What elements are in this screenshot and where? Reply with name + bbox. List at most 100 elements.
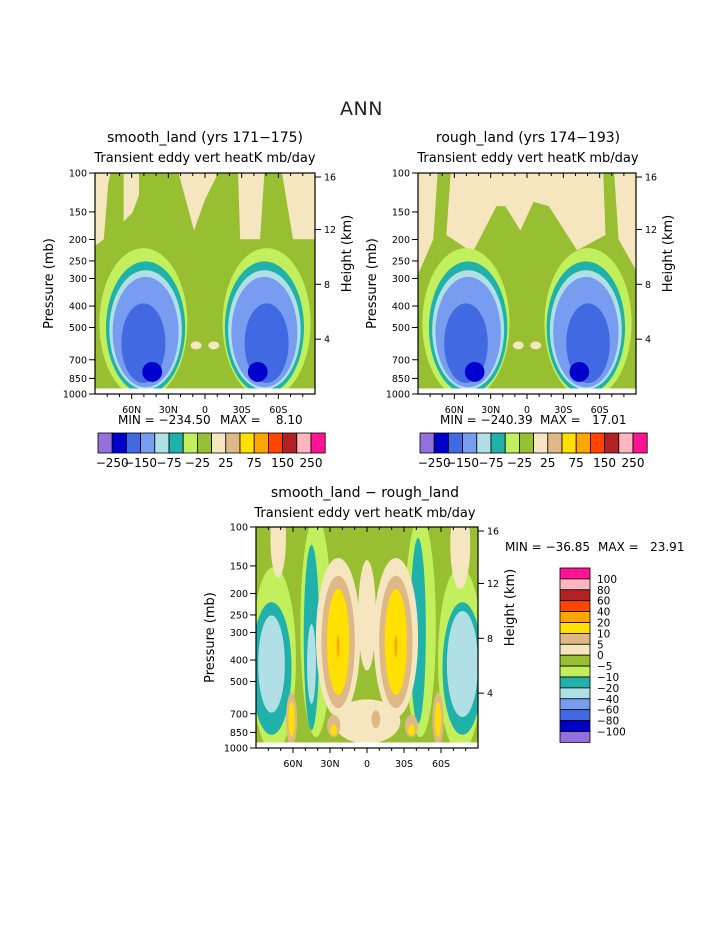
colorbar-label: 0 <box>597 650 604 662</box>
colorbar-label: 100 <box>597 574 617 586</box>
y-axis-label: Pressure (mb) <box>203 592 218 683</box>
colorbar-swatch <box>559 665 591 678</box>
panel-2-title: rough_land (yrs 174−193) <box>435 130 621 146</box>
contour-fill <box>418 173 636 394</box>
yellow-spot <box>330 724 338 736</box>
x-tick-label: 30N <box>159 405 178 416</box>
y-right-tick-label: 12 <box>487 579 499 590</box>
panel-3-contours: 100 150 200 250 300 400 500 700 850 1000 16 12 8 4 60N… <box>203 523 518 771</box>
colorbar-swatch <box>433 432 449 454</box>
x-tick-label: 0 <box>364 759 370 770</box>
y-tick-label: 200 <box>69 235 87 246</box>
x-tick-label: 60N <box>445 405 464 416</box>
missing-data <box>95 388 315 394</box>
y-tick-label: 700 <box>392 355 410 366</box>
x-tick-label: 60S <box>432 759 450 770</box>
figure-title: ANN <box>340 98 383 120</box>
y-axis-label: Pressure (mb) <box>42 238 57 329</box>
panel-1-title: smooth_land (yrs 171−175) <box>107 130 303 146</box>
lightblue-region <box>258 615 285 713</box>
x-tick-label: 0 <box>524 405 530 416</box>
colorbar-swatch <box>140 432 156 454</box>
colorbar-swatch <box>559 654 591 667</box>
panel-3-min: MIN = −36.85 <box>505 540 590 554</box>
x-tick-label: 30N <box>481 405 500 416</box>
colorbar-label: −25 <box>507 456 532 470</box>
y-tick-label: 250 <box>392 256 410 267</box>
colorbar-swatch <box>559 600 591 613</box>
y-tick-label: 150 <box>392 207 410 218</box>
colorbar-label: 150 <box>271 456 294 470</box>
tan-column <box>450 527 471 589</box>
colorbar-label: −60 <box>597 705 619 717</box>
colorbar-label: −10 <box>597 672 619 684</box>
colorbar-swatch <box>447 432 463 454</box>
colorbar-swatch <box>559 720 591 732</box>
plot-frame <box>417 172 637 395</box>
colorbar-label: −250 <box>418 456 451 470</box>
y-tick-label: 500 <box>230 677 248 688</box>
y-tick-label: 250 <box>230 610 248 621</box>
y-right-axis-label: Height (km) <box>503 569 518 646</box>
y-tick-label: 850 <box>69 374 87 385</box>
x-tick-label: 30S <box>395 759 413 770</box>
panel-1-subtitle: Transient eddy vert heatK mb/day <box>94 151 316 166</box>
y-right-tick-label: 8 <box>487 634 493 645</box>
x-tick-label: 60S <box>269 405 287 416</box>
colorbar-label: 250 <box>622 456 645 470</box>
lightblue-region <box>446 610 478 718</box>
y-tick-label: 150 <box>69 207 87 218</box>
missing-data <box>418 388 636 394</box>
colorbar-label: −5 <box>597 661 612 673</box>
colorbar-swatch <box>282 432 298 454</box>
colorbar-label: 5 <box>597 639 604 651</box>
contour-fill <box>95 173 315 394</box>
colorbar-label: −100 <box>597 727 626 739</box>
navy-core <box>142 361 163 382</box>
colorbar-swatch <box>561 432 577 454</box>
colorbar-swatch <box>604 432 620 454</box>
y-right-tick-label: 8 <box>645 280 651 291</box>
orange-core <box>394 635 398 658</box>
x-tick-label: 30S <box>554 405 572 416</box>
colorbar-swatch <box>559 731 591 743</box>
y-tick-label: 200 <box>392 235 410 246</box>
y-right-axis-label: Height (km) <box>340 215 355 292</box>
y-right-tick-label: 4 <box>324 335 330 346</box>
colorbar-label: −80 <box>597 716 619 728</box>
colorbar-swatch <box>267 432 283 454</box>
tan-lower <box>333 699 401 744</box>
y-tick-label: 700 <box>69 355 87 366</box>
navy-core <box>464 361 485 382</box>
yellow-max <box>434 701 442 737</box>
panel-3-subtitle: Transient eddy vert heatK mb/day <box>254 506 476 521</box>
colorbar-label: −150 <box>446 456 479 470</box>
colorbar-swatch <box>559 611 591 623</box>
panel-2-contours: 100 150 200 250 300 400 500 700 850 1000 16 12 8 4 60N… <box>365 169 676 417</box>
panel-2-max: MAX = 17.01 <box>540 413 627 427</box>
colorbar-swatch <box>296 432 312 454</box>
colorbar-swatch <box>547 432 563 454</box>
colorbar-swatch <box>519 432 535 454</box>
y-tick-label: 500 <box>69 323 87 334</box>
colorbar-label: 60 <box>597 596 610 608</box>
colorbar-label: 20 <box>597 618 610 630</box>
colorbar-swatch <box>154 432 170 454</box>
y-axis-label: Pressure (mb) <box>365 238 380 329</box>
colorbar-label: 25 <box>540 456 555 470</box>
y-right-tick-label: 16 <box>487 527 499 538</box>
colorbar-label: −75 <box>478 456 503 470</box>
colorbar-swatch <box>111 432 127 454</box>
colorbar-swatch <box>462 432 478 454</box>
tan-spot <box>530 341 542 350</box>
colorbar-swatch <box>533 432 549 454</box>
y-right-tick-label: 8 <box>324 280 330 291</box>
colorbar-label: −250 <box>96 456 129 470</box>
x-tick-label: 60N <box>283 759 302 770</box>
colorbar-label: −150 <box>124 456 157 470</box>
panel-1-min: MIN = −234.50 <box>118 413 211 427</box>
colorbar-swatch <box>419 432 435 454</box>
colorbar-swatch <box>559 709 591 722</box>
